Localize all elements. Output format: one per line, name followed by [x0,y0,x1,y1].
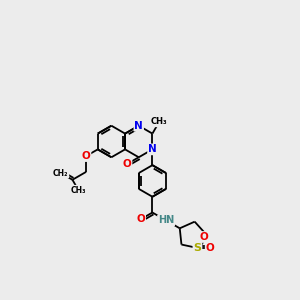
Text: O: O [206,243,214,253]
Text: O: O [123,159,131,169]
Text: CH₂: CH₂ [53,169,69,178]
Text: N: N [148,144,157,154]
Text: CH₃: CH₃ [151,118,167,127]
Text: N: N [134,121,143,131]
Text: O: O [200,232,208,242]
Text: HN: HN [158,215,174,225]
Text: O: O [136,214,145,224]
Text: CH₃: CH₃ [70,185,86,194]
Text: S: S [194,243,201,253]
Text: O: O [82,151,91,161]
